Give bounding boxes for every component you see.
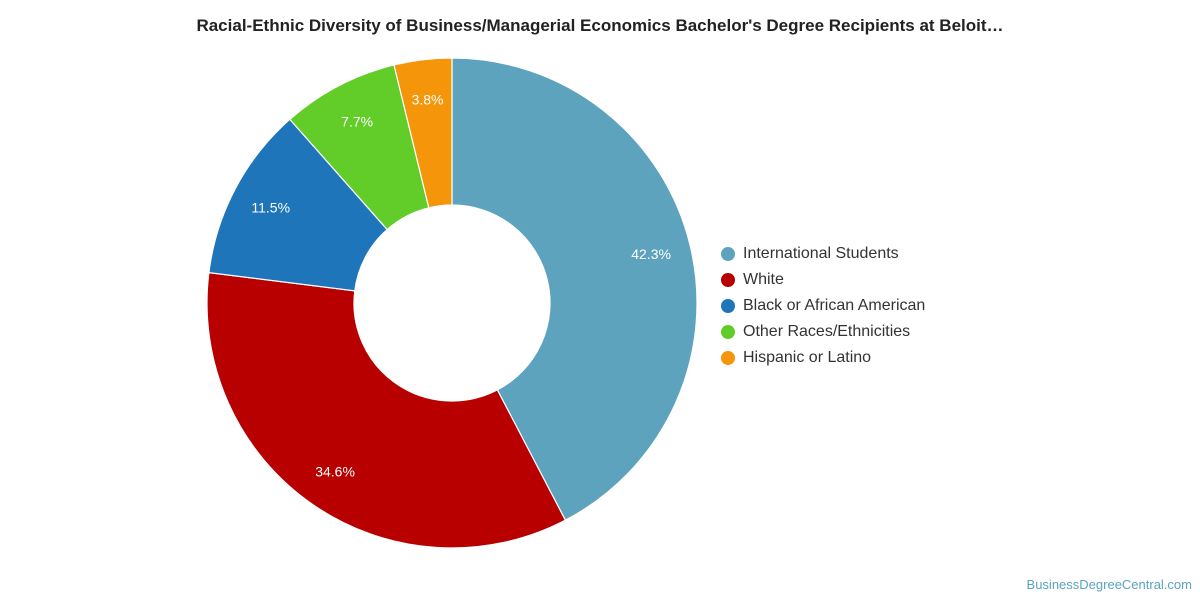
legend-swatch-icon <box>721 325 735 339</box>
slice-label-white: 34.6% <box>315 463 355 479</box>
legend-item-hispanic-or-latino[interactable]: Hispanic or Latino <box>721 345 925 371</box>
donut-slice-hispanic-or-latino[interactable] <box>393 57 453 209</box>
legend-swatch-icon <box>721 247 735 261</box>
legend-label: International Students <box>743 245 899 262</box>
slice-label-black-or-african-american: 11.5% <box>251 199 290 215</box>
slice-label-hispanic-or-latino: 3.8% <box>412 91 444 107</box>
legend-item-other-races-ethnicities[interactable]: Other Races/Ethnicities <box>721 319 925 345</box>
donut-slice-black-or-african-american[interactable] <box>208 118 388 292</box>
legend-item-black-or-african-american[interactable]: Black or African American <box>721 293 925 319</box>
slice-label-other-races-ethnicities: 7.7% <box>341 113 373 129</box>
legend-label: Black or African American <box>743 297 926 314</box>
legend-item-white[interactable]: White <box>721 267 925 293</box>
source-credit-link[interactable]: BusinessDegreeCentral.com <box>1026 577 1192 592</box>
slice-label-international-students: 42.3% <box>631 246 671 262</box>
legend-item-international-students[interactable]: International Students <box>721 241 925 267</box>
chart-legend: International Students White Black or Af… <box>721 241 925 371</box>
legend-label: Hispanic or Latino <box>743 349 872 366</box>
legend-swatch-icon <box>721 351 735 365</box>
chart-title: Racial-Ethnic Diversity of Business/Mana… <box>196 16 1004 35</box>
donut-slice-white[interactable] <box>206 271 567 549</box>
legend-label: Other Races/Ethnicities <box>743 323 911 340</box>
legend-label: White <box>743 271 784 288</box>
legend-swatch-icon <box>721 273 735 287</box>
legend-swatch-icon <box>721 299 735 313</box>
donut-slice-international-students[interactable] <box>451 57 698 521</box>
